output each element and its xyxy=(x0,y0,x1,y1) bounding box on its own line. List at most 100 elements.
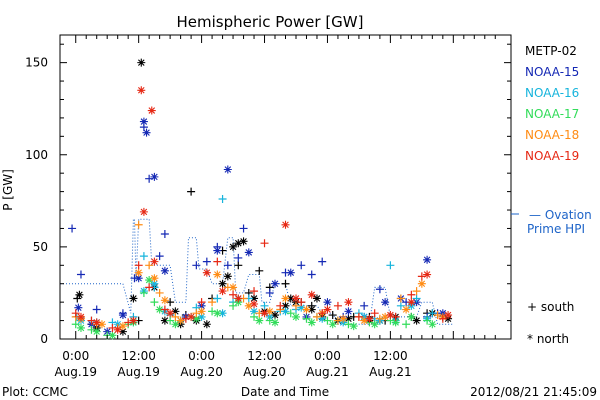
north-point xyxy=(134,268,143,277)
y-tick-label: 0 xyxy=(40,332,48,346)
north-point xyxy=(218,287,227,296)
legend-north: * north xyxy=(527,332,569,346)
north-point xyxy=(244,248,253,257)
north-point xyxy=(108,331,117,340)
south-point xyxy=(265,288,274,297)
south-point xyxy=(229,301,238,310)
south-point xyxy=(370,309,379,318)
legend-entry: NOAA-17 xyxy=(525,107,579,121)
north-point xyxy=(218,309,227,318)
south-point xyxy=(276,301,285,310)
north-point xyxy=(97,320,106,329)
y-tick-label: 150 xyxy=(25,56,48,70)
legend-entry: NOAA-16 xyxy=(525,86,579,100)
series-noaa-16 xyxy=(72,194,437,329)
north-point xyxy=(234,294,243,303)
north-point xyxy=(244,301,253,310)
north-point xyxy=(147,106,156,115)
data-points xyxy=(68,58,453,340)
north-point xyxy=(213,270,222,279)
x-tick-date-label: Aug.21 xyxy=(369,365,412,379)
north-point xyxy=(349,322,358,331)
north-point xyxy=(92,318,101,327)
x-axis-label: Date and Time xyxy=(241,385,329,399)
north-point xyxy=(286,268,295,277)
north-point xyxy=(423,255,432,264)
y-tick-label: 50 xyxy=(33,240,48,254)
north-point xyxy=(197,307,206,316)
north-point xyxy=(134,274,143,283)
north-point xyxy=(339,314,348,323)
south-point xyxy=(234,261,243,270)
south-point xyxy=(438,314,447,323)
south-point xyxy=(297,261,306,270)
south-point xyxy=(386,261,395,270)
x-tick-time-label: 12:00 xyxy=(121,349,156,363)
south-point xyxy=(202,257,211,266)
south-point xyxy=(396,301,405,310)
x-tick-time-label: 0:00 xyxy=(314,349,341,363)
x-tick-time-label: 0:00 xyxy=(62,349,89,363)
south-point xyxy=(333,301,342,310)
north-point xyxy=(444,311,453,320)
north-point xyxy=(150,172,159,181)
south-point xyxy=(145,283,154,292)
north-point xyxy=(312,294,321,303)
south-point xyxy=(412,287,421,296)
north-point xyxy=(160,296,169,305)
north-point xyxy=(139,207,148,216)
south-point xyxy=(255,266,264,275)
north-point xyxy=(297,303,306,312)
south-point xyxy=(187,187,196,196)
north-point xyxy=(381,298,390,307)
north-point xyxy=(271,279,280,288)
south-point xyxy=(218,194,227,203)
south-point xyxy=(155,252,164,261)
north-point xyxy=(428,320,437,329)
x-tick-time-label: 12:00 xyxy=(373,349,408,363)
south-point xyxy=(323,316,332,325)
north-point xyxy=(291,294,300,303)
series-noaa-15 xyxy=(68,117,447,336)
x-tick-time-label: 0:00 xyxy=(188,349,215,363)
north-point xyxy=(166,309,175,318)
south-point xyxy=(250,287,259,296)
north-point xyxy=(291,312,300,321)
south-point xyxy=(407,290,416,299)
north-point xyxy=(281,294,290,303)
y-tick-label: 100 xyxy=(25,148,48,162)
series-noaa-18 xyxy=(71,220,447,332)
south-point xyxy=(297,298,306,307)
south-point xyxy=(402,320,411,329)
south-point xyxy=(76,270,85,279)
north-point xyxy=(150,279,159,288)
north-point xyxy=(360,316,369,325)
north-point xyxy=(129,294,138,303)
north-point xyxy=(417,279,426,288)
south-point xyxy=(428,309,437,318)
south-point xyxy=(171,312,180,321)
y-axis-label: P [GW] xyxy=(1,169,15,211)
north-point xyxy=(218,279,227,288)
south-point xyxy=(160,305,169,314)
x-tick-date-label: Aug.21 xyxy=(306,365,349,379)
legend-ovation-line1: — Ovation xyxy=(529,208,592,222)
south-point xyxy=(307,270,316,279)
north-point xyxy=(142,128,151,137)
south-point xyxy=(423,316,432,325)
north-point xyxy=(223,165,232,174)
north-point xyxy=(407,312,416,321)
south-point xyxy=(139,288,148,297)
south-point xyxy=(73,294,82,303)
south-point xyxy=(328,311,337,320)
north-point xyxy=(171,320,180,329)
north-point xyxy=(391,318,400,327)
south-point xyxy=(260,239,269,248)
north-point xyxy=(118,322,127,331)
north-point xyxy=(176,316,185,325)
north-point xyxy=(118,311,127,320)
south-point xyxy=(229,290,238,299)
series-metp-02 xyxy=(73,58,453,336)
north-point xyxy=(323,305,332,314)
south-point xyxy=(197,298,206,307)
